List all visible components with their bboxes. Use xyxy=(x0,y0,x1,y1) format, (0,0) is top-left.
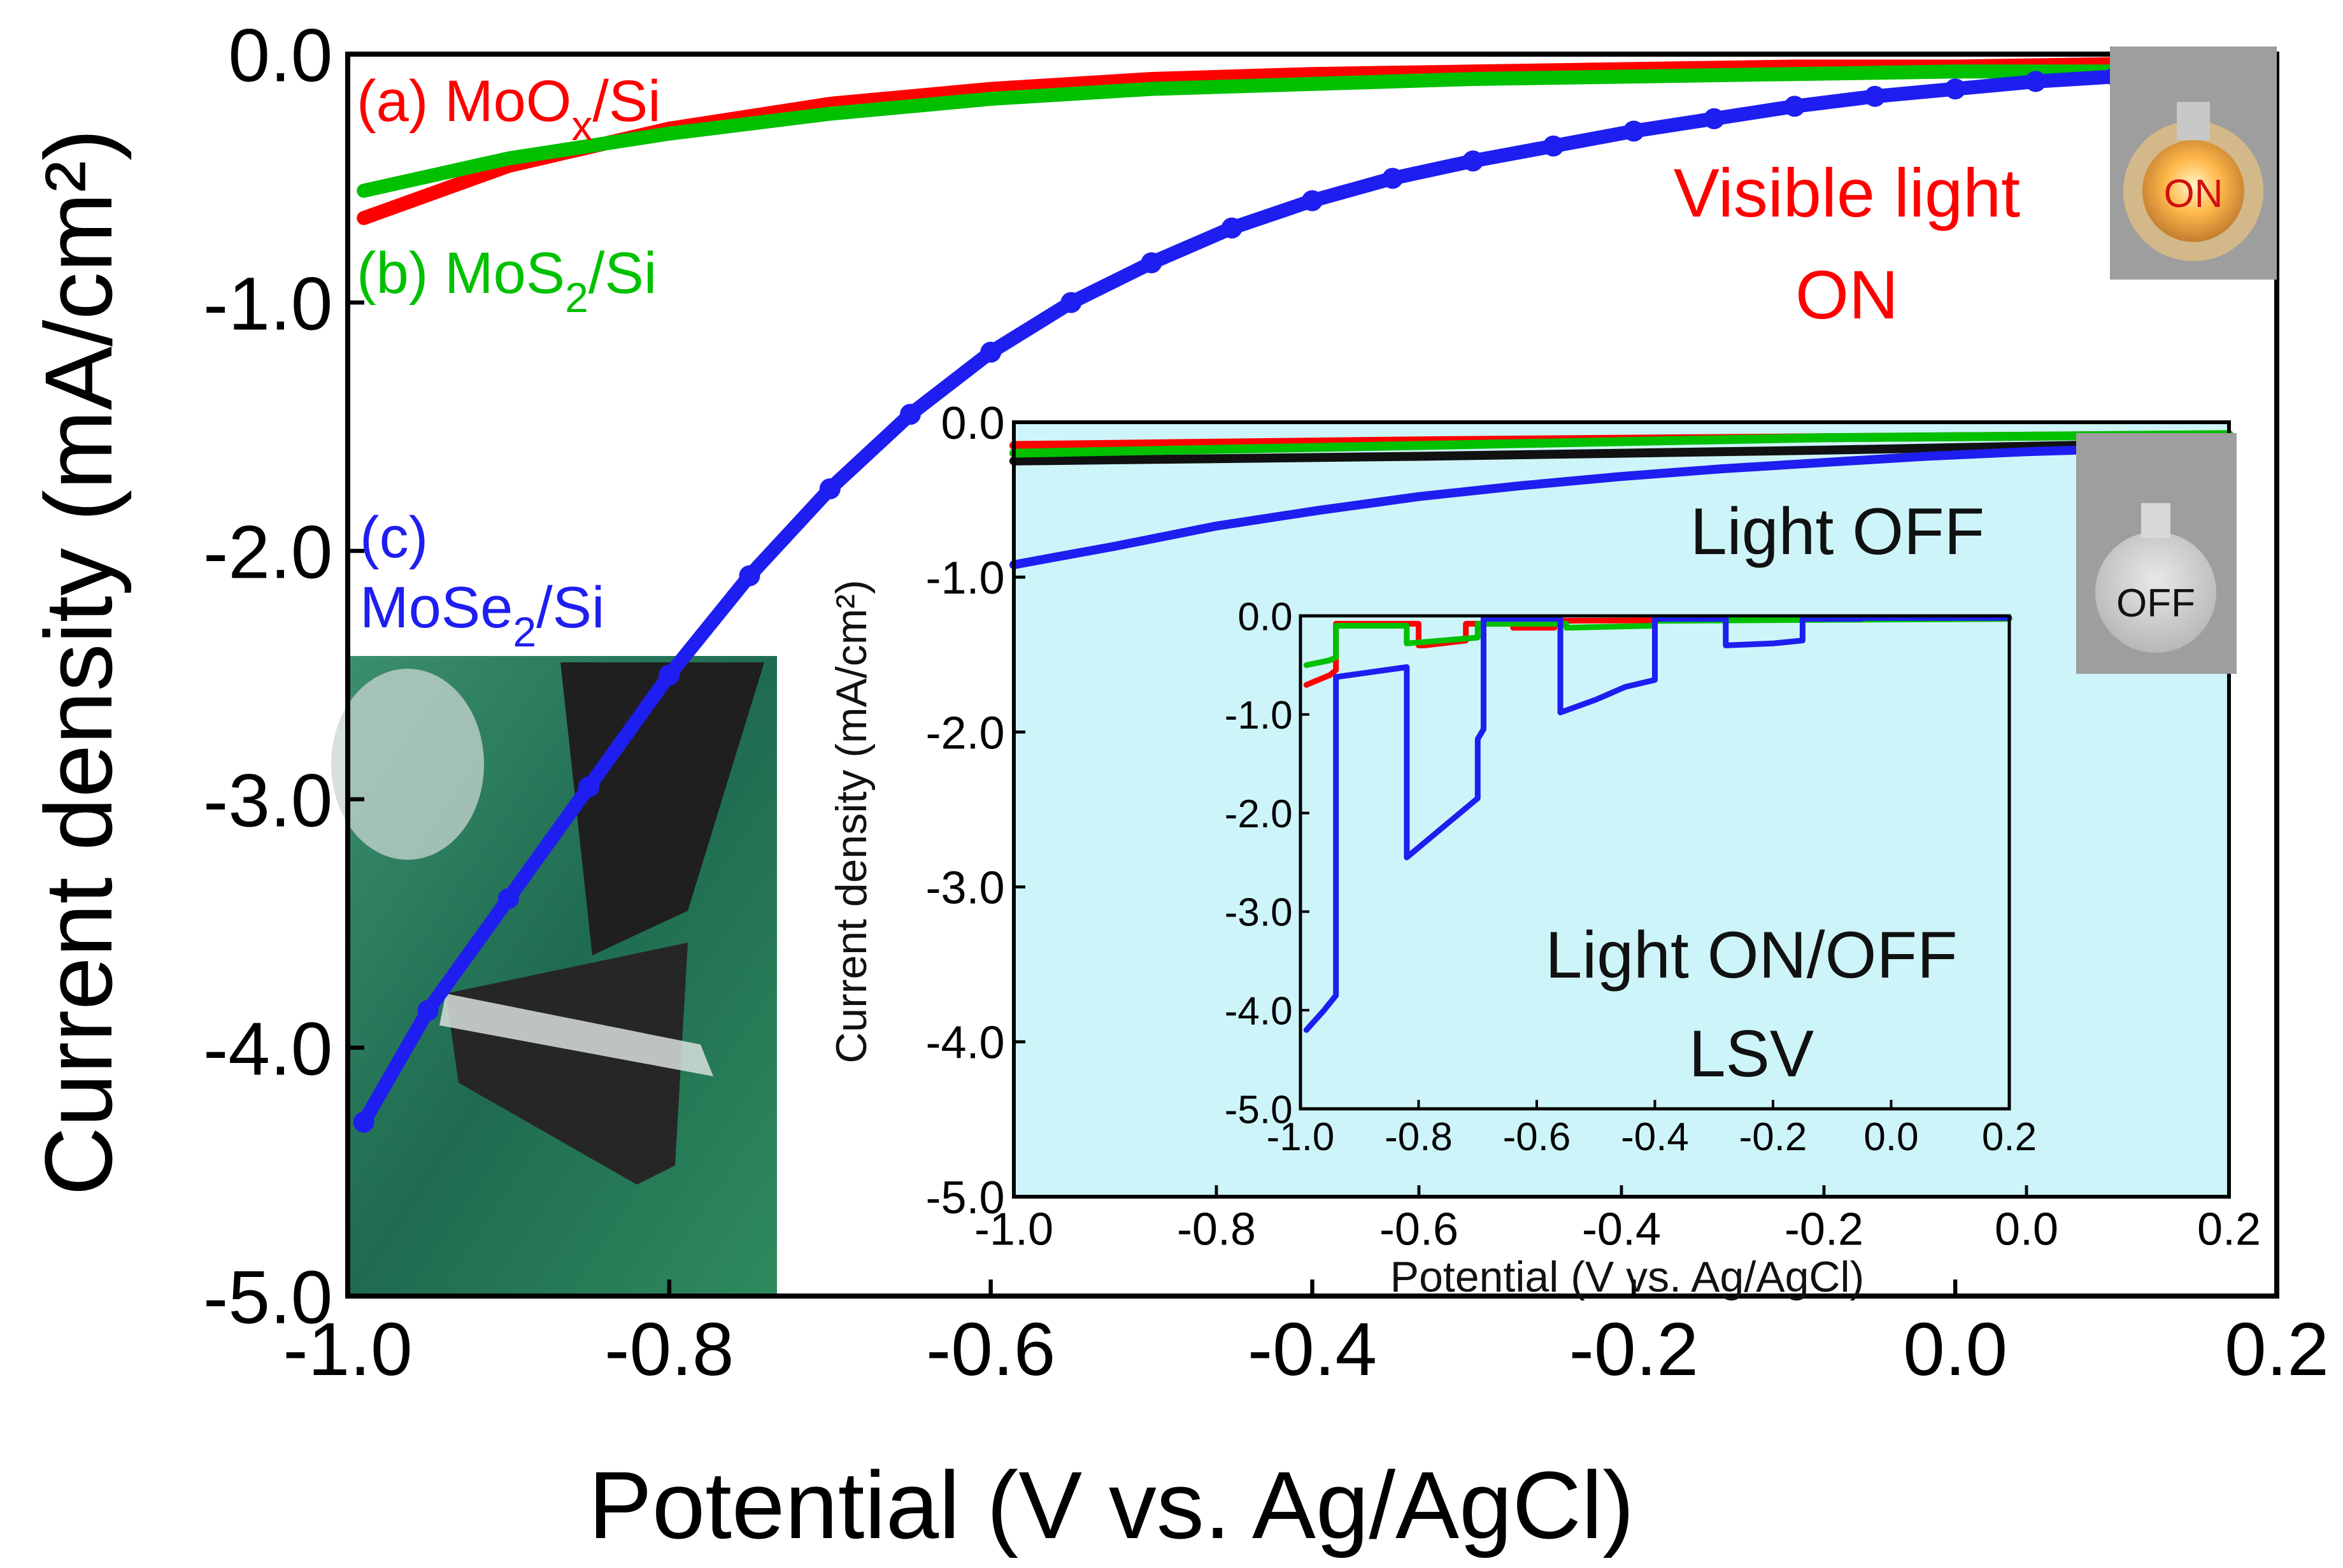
main-plot-point-mose2 xyxy=(1542,135,1564,157)
main-plot-x-tick-label: -1.0 xyxy=(283,1308,412,1392)
inset1-plot-y-tick-label: 0.0 xyxy=(941,398,1005,449)
main-plot-point-mose2 xyxy=(578,776,600,797)
main-plot-y-tick-label: -5.0 xyxy=(203,1255,332,1339)
bulb-on-icon: ON xyxy=(2110,46,2277,280)
inset1-y-axis-title: Current density (mA/cm²) xyxy=(827,580,876,1063)
inset1-plot-x-tick-label: -0.6 xyxy=(1379,1204,1458,1255)
inset2-plot-y-tick-label: -2.0 xyxy=(1225,792,1293,836)
light-on-label: ON xyxy=(1795,256,1898,333)
bulb-on-label: ON xyxy=(2164,172,2223,216)
inset2-plot-x-tick-label: -0.6 xyxy=(1503,1115,1571,1159)
main-plot-point-mose2 xyxy=(980,341,1002,363)
inset1-plot: -1.0 -0.8 -0.6 -0.4 -0.2 0.0 0.2 0.0 -1.0 -2.0 -3.… xyxy=(926,398,2261,1255)
main-x-axis-title: Potential (V vs. Ag/AgCl) xyxy=(588,1451,1634,1558)
inset1-plot-x-tick-label: -0.8 xyxy=(1177,1204,1256,1255)
series-label-mos2: (b) MoS2/Si xyxy=(357,241,657,321)
inset1-plot-y-tick-label: -2.0 xyxy=(926,708,1005,759)
inset2-plot: -1.0 -0.8 -0.6 -0.4 -0.2 0.0 0.2 0.0 -1.0 -2.0 -3.… xyxy=(1225,595,2037,1159)
main-plot-point-mose2 xyxy=(1623,120,1644,142)
series-label-mose2: MoSe2/Si xyxy=(360,575,604,655)
main-plot-point-mose2 xyxy=(739,565,760,587)
main-plot-point-mose2 xyxy=(353,1111,374,1133)
main-plot-x-tick-label: 0.0 xyxy=(1903,1308,2007,1392)
inset2-plot-x-tick-label: -0.2 xyxy=(1739,1115,1807,1159)
main-plot-x-tick-label: -0.8 xyxy=(604,1308,734,1392)
inset1-plot-x-tick-label: 0.2 xyxy=(2197,1204,2261,1255)
inset2-plot-x-tick-label: 0.2 xyxy=(1982,1115,2037,1159)
main-plot-x-tick-label: -0.4 xyxy=(1248,1308,1377,1392)
inset2-plot-y-tick-label: -5.0 xyxy=(1225,1088,1293,1132)
main-plot-point-mose2 xyxy=(819,478,841,499)
inset2-plot-y-tick-label: -1.0 xyxy=(1225,694,1293,738)
inset1-plot-series-mos2 xyxy=(1009,430,2233,458)
main-plot-point-mose2 xyxy=(2025,71,2046,92)
main-plot-y-tick-label: -3.0 xyxy=(203,759,332,843)
inset2-plot-series-mose2 xyxy=(1303,615,2012,1033)
inset2-plot-y-tick-label: -3.0 xyxy=(1225,891,1293,935)
main-plot-point-mose2 xyxy=(1944,78,1966,100)
inset1-plot-x-tick-label: -0.2 xyxy=(1784,1204,1863,1255)
series-label-moox: (a) MoOx/Si xyxy=(357,69,661,149)
inset1-plot-x-tick-label: -1.0 xyxy=(974,1204,1053,1255)
main-plot-point-mose2 xyxy=(1302,190,1323,211)
bulb-off-icon: OFF xyxy=(2076,433,2237,674)
inset2-plot-y-tick-label: -4.0 xyxy=(1225,990,1293,1034)
main-y-axis-title: Current density (mA/cm²) xyxy=(25,129,132,1195)
main-plot-x-tick-label: 0.2 xyxy=(2225,1308,2329,1392)
inset2-plot-x-tick-label: 0.0 xyxy=(1863,1115,1918,1159)
inset1-plot-y-tick-label: -5.0 xyxy=(926,1172,1005,1223)
main-plot-point-mose2 xyxy=(1864,85,1886,107)
main-plot-y-tick-label: -2.0 xyxy=(203,510,332,594)
series-label-mose2-prefix: (c) xyxy=(360,505,428,570)
inset2-plot-x-tick-label: -0.8 xyxy=(1385,1115,1453,1159)
inset1-plot-series-mose2 xyxy=(1009,441,2214,569)
main-plot-y-tick-label: -1.0 xyxy=(203,262,332,346)
main-plot-point-mose2 xyxy=(1221,217,1243,239)
main-plot-point-mose2 xyxy=(417,1000,439,1021)
inset1-plot-series-black xyxy=(1009,438,2233,466)
inset1-plot-y-tick-label: -3.0 xyxy=(926,863,1005,914)
main-plot: -1.0 -0.8 -0.6 -0.4 -0.2 0.0 0.2 0.0 -1.0 -2.0 -3.… xyxy=(203,13,2329,1391)
main-plot-point-mose2 xyxy=(1382,167,1404,189)
main-plot-point-mose2 xyxy=(1141,252,1162,274)
inset1-plot-x-tick-label: -0.4 xyxy=(1582,1204,1661,1255)
main-plot-point-mose2 xyxy=(900,404,921,425)
main-plot-point-mose2 xyxy=(497,888,519,909)
bulb-off-label: OFF xyxy=(2116,581,2195,625)
light-onoff-label: Light ON/OFF xyxy=(1545,918,1957,992)
main-plot-series-mos2 xyxy=(357,64,2268,198)
main-plot-point-mose2 xyxy=(1704,108,1725,129)
main-plot-y-tick-label: 0.0 xyxy=(228,13,332,97)
electrode-photo xyxy=(331,656,777,1296)
main-plot-x-tick-label: -0.2 xyxy=(1569,1308,1698,1392)
main-plot-y-tick-label: -4.0 xyxy=(203,1007,332,1091)
inset2-plot-x-tick-label: -0.4 xyxy=(1621,1115,1689,1159)
main-plot-point-mose2 xyxy=(1462,150,1484,172)
light-off-label: Light OFF xyxy=(1690,495,1984,569)
inset1-background xyxy=(1014,422,2229,1197)
inset2-plot-y-tick-label: 0.0 xyxy=(1237,595,1292,639)
main-plot-x-tick-label: -0.6 xyxy=(926,1308,1055,1392)
main-plot-point-mose2 xyxy=(1060,292,1082,313)
inset2-plot-x-tick-label: -1.0 xyxy=(1267,1115,1335,1159)
main-plot-point-mose2 xyxy=(1784,96,1805,117)
inset1-plot-y-tick-label: -4.0 xyxy=(926,1018,1005,1069)
visible-light-label: Visible light xyxy=(1674,154,2020,231)
lsv-label: LSV xyxy=(1689,1017,1814,1091)
inset1-plot-y-tick-label: -1.0 xyxy=(926,553,1005,604)
inset1-x-axis-title: Potential (V vs. Ag/AgCl) xyxy=(1390,1253,1865,1301)
main-plot-point-mose2 xyxy=(659,664,680,686)
inset1-plot-x-tick-label: 0.0 xyxy=(1995,1204,2058,1255)
